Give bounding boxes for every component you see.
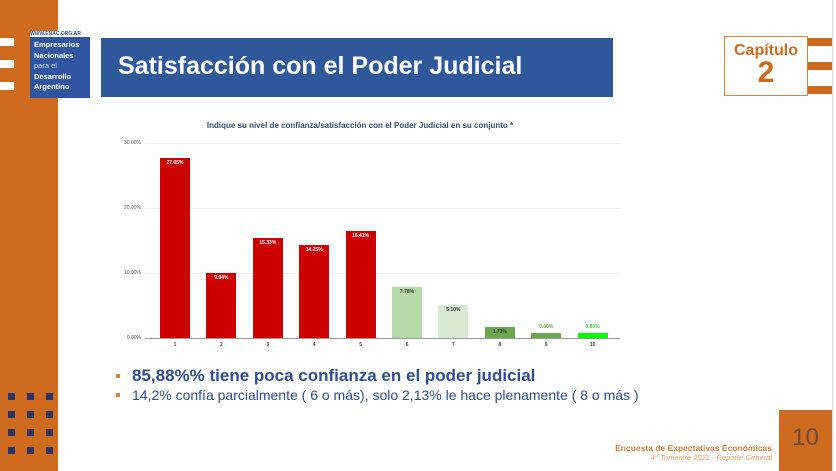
bar-10: 0.80%	[577, 324, 608, 338]
bar-value-label: 5.10%	[446, 306, 461, 313]
bar-8: 1.73%	[484, 326, 515, 338]
bar-chart: 30.00% 20.00% 10.00% 0.00% 27.65% 1 9.94% 2…	[100, 135, 630, 355]
page-number: 10	[792, 424, 819, 451]
decorative-stripe	[808, 62, 832, 70]
bullet-item: 85,88%% tiene poca confianza en el poder…	[116, 366, 639, 386]
decorative-stripe	[0, 82, 14, 90]
bar-7: 5.10%	[438, 304, 469, 338]
y-tick: 20.00%	[124, 205, 141, 211]
chapter-number: 2	[757, 56, 775, 89]
bar-value-label: 14.25%	[305, 247, 323, 254]
gridline	[145, 273, 620, 274]
bar-4: 14.25%	[299, 245, 330, 338]
bar-6: 7.78%	[392, 287, 422, 338]
decorative-stripe	[808, 38, 832, 46]
bar-2: 9.94%	[206, 273, 237, 338]
decorative-stripe	[0, 60, 14, 68]
decorative-dot-grid	[8, 393, 54, 454]
logo-text: Empresarios Nacionales para el Desarroll…	[34, 40, 80, 91]
bar-value-label: 16.41%	[352, 233, 370, 240]
footer-subtitle: 4° Trimestre 2021 - Reporte General	[650, 453, 772, 462]
footer-title: Encuesta de Expectativas Económicas	[615, 443, 772, 453]
bar-value-label: 1.73%	[492, 328, 507, 335]
bar-9: 0.80%	[531, 324, 562, 338]
x-axis	[145, 338, 620, 339]
summary-bullets: 85,88%% tiene poca confianza en el poder…	[116, 366, 639, 404]
bar-3: 15.33%	[252, 238, 283, 338]
x-tick: 3	[266, 342, 270, 348]
x-tick: 2	[220, 342, 223, 348]
bar-value-label: 27.65%	[166, 160, 184, 167]
gridline	[145, 143, 620, 144]
x-tick: 10	[589, 342, 596, 348]
y-tick: 10.00%	[124, 270, 141, 276]
bar-1: 27.65%	[160, 158, 190, 338]
enac-logo: WWW.ENAC.ORG.AR Empresarios Nacionales p…	[30, 31, 90, 98]
x-tick: 6	[405, 342, 409, 348]
page-number-box: 10	[779, 410, 832, 471]
decorative-stripe	[808, 86, 832, 94]
x-tick: 7	[452, 342, 455, 348]
x-tick: 1	[173, 342, 177, 348]
footer: Encuesta de Expectativas Económicas 4° T…	[615, 443, 772, 463]
bar-value-label: 9.94%	[214, 275, 229, 282]
bar-value-label: 15.33%	[259, 240, 277, 247]
y-tick: 0.00%	[126, 335, 141, 341]
bar-value-label: 0.80%	[539, 323, 554, 330]
page-title: Satisfacción con el Poder Judicial	[118, 52, 523, 80]
x-tick: 4	[312, 342, 316, 348]
y-tick: 30.00%	[124, 140, 141, 146]
slide-edge	[832, 0, 833, 471]
bullet-square-icon	[116, 393, 120, 397]
title-banner: Satisfacción con el Poder Judicial	[101, 38, 613, 97]
x-tick: 5	[359, 342, 362, 348]
bullet-item: 14,2% confía parcialmente ( 6 o más), so…	[116, 386, 639, 404]
chart-title: Indique su nivel de confianza/satisfacci…	[206, 121, 514, 130]
gridline	[145, 208, 620, 209]
bullet-square-icon	[116, 374, 120, 378]
x-tick: 8	[498, 342, 502, 348]
decorative-stripe	[0, 38, 14, 46]
x-tick: 9	[544, 342, 548, 348]
bar-value-label: 7.78%	[399, 289, 415, 296]
bar-value-label: 0.80%	[585, 323, 600, 330]
chapter-badge: Capítulo 2	[724, 36, 808, 96]
bar-5: 16.41%	[345, 231, 376, 338]
logo-url: WWW.ENAC.ORG.AR	[30, 31, 90, 37]
chapter-label: Capítulo	[734, 42, 798, 59]
